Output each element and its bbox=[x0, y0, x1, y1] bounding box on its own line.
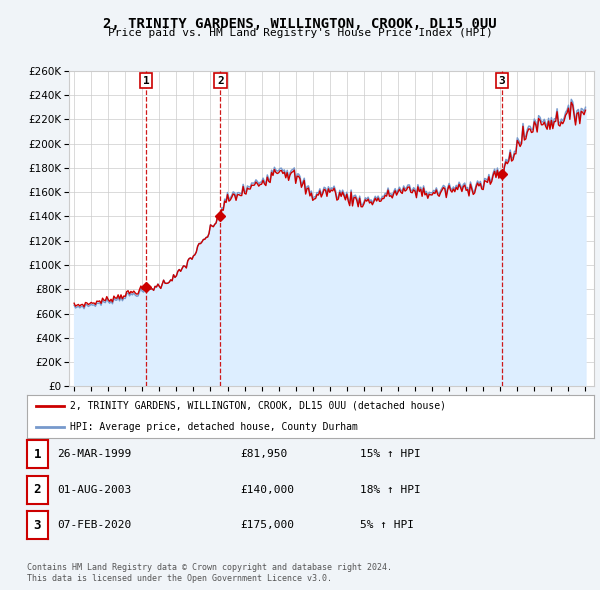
Text: £140,000: £140,000 bbox=[240, 485, 294, 494]
Text: 1: 1 bbox=[34, 448, 41, 461]
Text: Price paid vs. HM Land Registry's House Price Index (HPI): Price paid vs. HM Land Registry's House … bbox=[107, 28, 493, 38]
Text: 3: 3 bbox=[34, 519, 41, 532]
Text: 01-AUG-2003: 01-AUG-2003 bbox=[57, 485, 131, 494]
Text: 18% ↑ HPI: 18% ↑ HPI bbox=[360, 485, 421, 494]
Text: £175,000: £175,000 bbox=[240, 520, 294, 530]
Text: Contains HM Land Registry data © Crown copyright and database right 2024.: Contains HM Land Registry data © Crown c… bbox=[27, 563, 392, 572]
Text: HPI: Average price, detached house, County Durham: HPI: Average price, detached house, Coun… bbox=[70, 422, 358, 432]
Text: 15% ↑ HPI: 15% ↑ HPI bbox=[360, 450, 421, 459]
Text: 5% ↑ HPI: 5% ↑ HPI bbox=[360, 520, 414, 530]
Text: This data is licensed under the Open Government Licence v3.0.: This data is licensed under the Open Gov… bbox=[27, 573, 332, 583]
Text: £81,950: £81,950 bbox=[240, 450, 287, 459]
Text: 26-MAR-1999: 26-MAR-1999 bbox=[57, 450, 131, 459]
Text: 07-FEB-2020: 07-FEB-2020 bbox=[57, 520, 131, 530]
Text: 3: 3 bbox=[499, 76, 505, 86]
Text: 2: 2 bbox=[34, 483, 41, 496]
Text: 2, TRINITY GARDENS, WILLINGTON, CROOK, DL15 0UU (detached house): 2, TRINITY GARDENS, WILLINGTON, CROOK, D… bbox=[70, 401, 446, 411]
Text: 2, TRINITY GARDENS, WILLINGTON, CROOK, DL15 0UU: 2, TRINITY GARDENS, WILLINGTON, CROOK, D… bbox=[103, 17, 497, 31]
Text: 2: 2 bbox=[217, 76, 224, 86]
Text: 1: 1 bbox=[143, 76, 149, 86]
